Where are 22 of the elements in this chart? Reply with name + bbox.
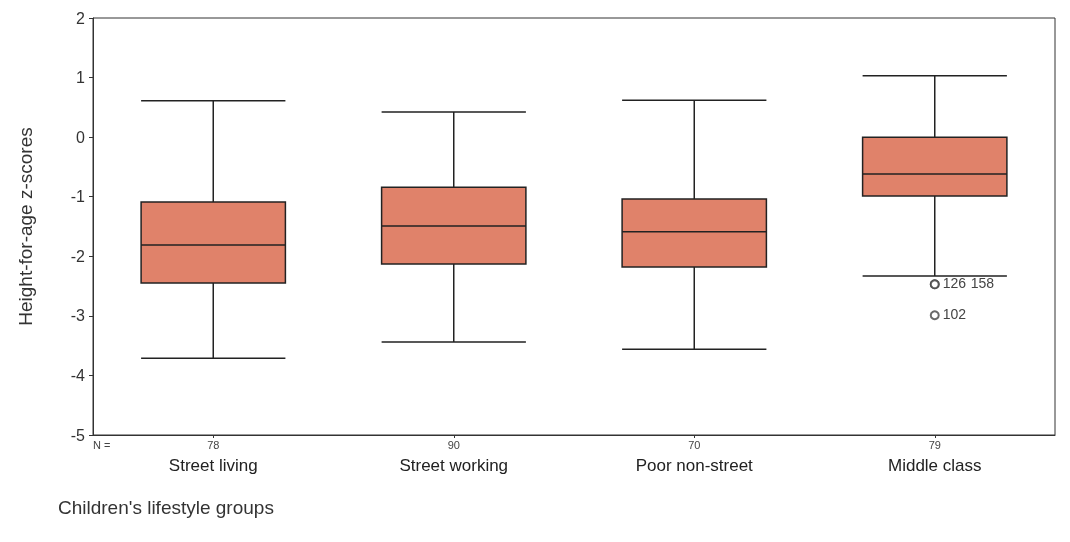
y-tick-label: 1 <box>76 69 86 87</box>
x-tick-label: Street working <box>399 456 509 475</box>
x-tick-label: Middle class <box>887 456 982 475</box>
y-tick-label: -4 <box>70 366 86 384</box>
annotation: 158 <box>970 275 995 292</box>
y-axis-title: Height-for-age z-scores <box>15 127 36 326</box>
y-tick-label: -3 <box>70 307 86 325</box>
text: N = <box>93 438 111 451</box>
text: 70 <box>688 438 701 451</box>
text: 78 <box>207 438 220 451</box>
y-tick-label: -5 <box>70 426 86 444</box>
x-tick-label: Poor non-street <box>635 456 754 475</box>
y-tick-label: -1 <box>70 188 86 206</box>
text: 90 <box>447 438 460 451</box>
x-tick-label: Street living <box>168 456 258 475</box>
y-tick-label: 0 <box>76 128 86 146</box>
y-tick-label: -2 <box>70 247 86 265</box>
x-axis-title: Children's lifestyle groups <box>58 497 274 518</box>
y-tick-label: 2 <box>76 9 86 27</box>
annotation: 102 <box>942 306 967 323</box>
text: 79 <box>928 438 941 451</box>
annotation: 126 <box>942 275 967 292</box>
